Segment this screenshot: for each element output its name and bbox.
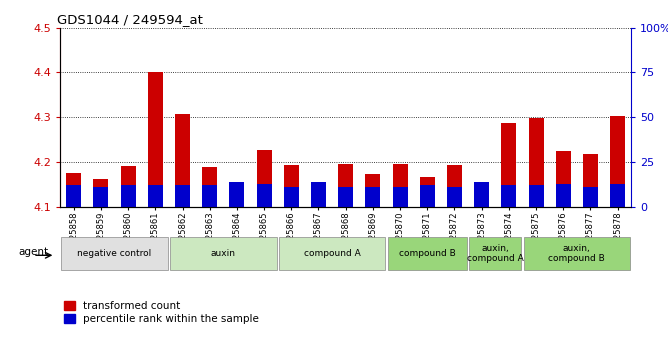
Bar <box>229 195 244 207</box>
Bar <box>175 186 190 207</box>
Bar <box>365 187 380 207</box>
Bar <box>420 177 435 207</box>
Bar <box>393 187 407 207</box>
Text: negative control: negative control <box>77 249 152 258</box>
Bar <box>148 186 163 207</box>
FancyBboxPatch shape <box>524 237 630 270</box>
Bar <box>556 151 570 207</box>
Bar <box>94 179 108 207</box>
FancyBboxPatch shape <box>170 237 277 270</box>
Bar <box>474 195 489 207</box>
Text: auxin: auxin <box>211 249 236 258</box>
FancyBboxPatch shape <box>469 237 522 270</box>
Bar <box>175 114 190 207</box>
Text: compound B: compound B <box>399 249 456 258</box>
Bar <box>338 187 353 207</box>
Bar <box>257 184 272 207</box>
Bar <box>474 182 489 207</box>
Bar <box>583 154 598 207</box>
Bar <box>502 123 516 207</box>
Bar <box>528 118 544 207</box>
Bar <box>94 187 108 207</box>
Text: GDS1044 / 249594_at: GDS1044 / 249594_at <box>57 13 203 27</box>
Bar <box>502 186 516 207</box>
Text: agent: agent <box>18 247 48 257</box>
Bar <box>121 186 136 207</box>
Bar <box>420 186 435 207</box>
Bar <box>447 187 462 207</box>
Bar <box>148 71 163 207</box>
Bar <box>311 186 326 207</box>
FancyBboxPatch shape <box>279 237 385 270</box>
Bar <box>284 187 299 207</box>
Text: auxin,
compound B: auxin, compound B <box>548 244 605 263</box>
Bar <box>66 173 81 207</box>
Legend: transformed count, percentile rank within the sample: transformed count, percentile rank withi… <box>60 297 263 328</box>
Bar <box>338 164 353 207</box>
Bar <box>257 150 272 207</box>
Bar <box>447 165 462 207</box>
Bar <box>229 182 244 207</box>
Bar <box>365 174 380 207</box>
Text: compound A: compound A <box>304 249 361 258</box>
Bar <box>202 186 217 207</box>
Bar <box>66 186 81 207</box>
Bar <box>528 186 544 207</box>
Text: auxin,
compound A: auxin, compound A <box>467 244 524 263</box>
FancyBboxPatch shape <box>387 237 467 270</box>
Bar <box>556 184 570 207</box>
Bar <box>202 167 217 207</box>
Bar <box>121 166 136 207</box>
Bar <box>311 182 326 207</box>
Bar <box>393 164 407 207</box>
Bar <box>284 165 299 207</box>
Bar <box>610 116 625 207</box>
Bar <box>583 187 598 207</box>
FancyBboxPatch shape <box>61 237 168 270</box>
Bar <box>610 184 625 207</box>
